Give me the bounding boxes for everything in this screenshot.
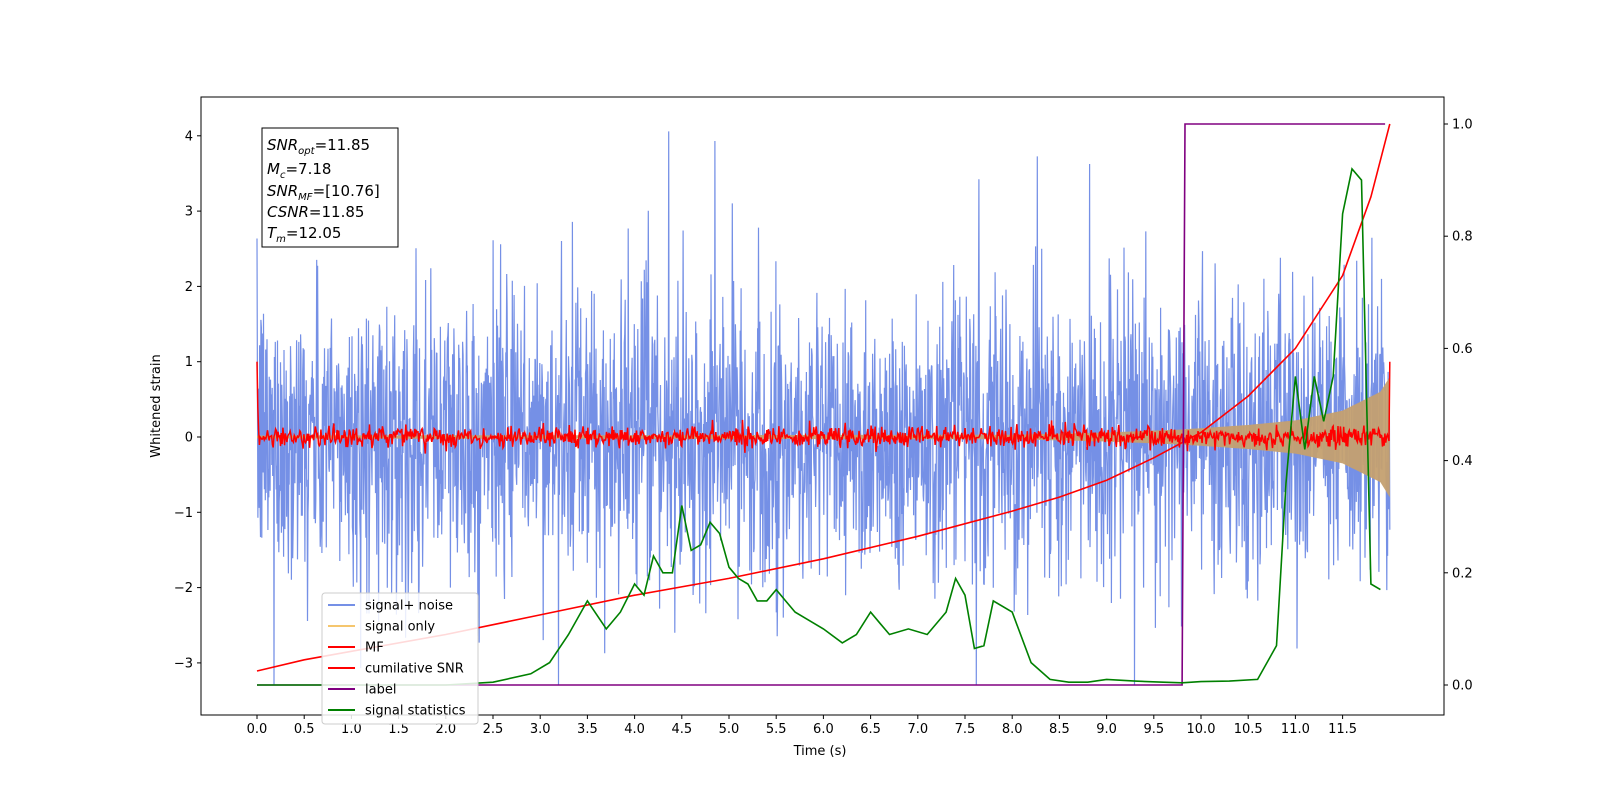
info-tm-sub: m <box>276 234 286 245</box>
info-snr-mf-sub: MF <box>298 192 313 203</box>
info-csnr: CSNR=11.85 <box>267 203 364 221</box>
x-tick-label: 10.0 <box>1187 722 1216 737</box>
info-snr-opt-base: SNR <box>267 136 298 154</box>
info-snr-mf: SNRMF=[10.76] <box>267 182 380 203</box>
legend-label: signal statistics <box>365 704 466 719</box>
x-tick-label: 7.0 <box>907 722 928 737</box>
x-tick-label: 6.0 <box>813 722 834 737</box>
info-snr-opt-value: =11.85 <box>315 136 371 154</box>
x-tick-label: 4.0 <box>624 722 645 737</box>
legend-label: MF <box>365 641 384 656</box>
y-axis-left: 4 3 2 1 0 −1 −2 −3 <box>174 129 201 671</box>
x-tick-label: 5.5 <box>766 722 787 737</box>
x-tick-label: 11.0 <box>1281 722 1310 737</box>
legend-label: label <box>365 683 396 698</box>
y2-tick-label: 0.2 <box>1452 566 1473 581</box>
x-tick-label: 5.0 <box>719 722 740 737</box>
x-tick-label: 8.5 <box>1049 722 1070 737</box>
legend-label: signal only <box>365 620 435 635</box>
x-tick-label: 10.5 <box>1234 722 1263 737</box>
x-tick-label: 11.5 <box>1328 722 1357 737</box>
x-tick-label: 7.5 <box>955 722 976 737</box>
y-tick-label: 1 <box>185 355 193 370</box>
info-tm-value: =12.05 <box>286 224 342 242</box>
x-tick-label: 1.0 <box>341 722 362 737</box>
axes-frame <box>200 96 1445 716</box>
info-mc-base: M <box>267 160 280 178</box>
y2-tick-label: 0.8 <box>1452 230 1473 245</box>
x-tick-label: 6.5 <box>860 722 881 737</box>
info-snr-mf-base: SNR <box>267 182 298 200</box>
x-tick-label: 2.5 <box>483 722 504 737</box>
y-tick-label: −2 <box>174 581 193 596</box>
x-tick-label: 3.5 <box>577 722 598 737</box>
x-tick-label: 2.0 <box>435 722 456 737</box>
info-mc-sub: c <box>280 170 286 181</box>
y2-tick-label: 1.0 <box>1452 118 1473 133</box>
info-box-frame <box>261 127 399 248</box>
info-snr-opt-sub: opt <box>298 146 315 157</box>
series-signal-statistics-line <box>257 167 1381 686</box>
info-tm: Tm=12.05 <box>267 224 341 245</box>
y2-tick-label: 0.6 <box>1452 342 1473 357</box>
legend-label: signal+ noise <box>365 599 453 614</box>
x-tick-label: 9.5 <box>1143 722 1164 737</box>
legend-frame <box>321 592 479 725</box>
y-tick-label: 0 <box>185 431 193 446</box>
y-tick-label: −3 <box>174 656 193 671</box>
legend-label: cumilative SNR <box>365 662 464 677</box>
info-snr-opt: SNRopt=11.85 <box>267 136 370 157</box>
info-csnr-value: =11.85 <box>309 203 365 221</box>
y-tick-label: 3 <box>185 205 193 220</box>
info-box: SNRopt=11.85 Mc=7.18 SNRMF=[10.76] CSNR=… <box>261 127 399 248</box>
x-tick-label: 0.5 <box>294 722 315 737</box>
y2-tick-label: 0.0 <box>1452 679 1473 694</box>
info-mc: Mc=7.18 <box>267 160 331 181</box>
x-tick-label: 9.0 <box>1096 722 1117 737</box>
series-label-line <box>257 123 1386 686</box>
info-tm-base: T <box>267 224 278 242</box>
x-tick-label: 1.5 <box>388 722 409 737</box>
y-tick-label: 4 <box>185 129 193 144</box>
y2-tick-label: 0.4 <box>1452 454 1473 469</box>
legend: signal+ noise signal only MF cumilative SNR… <box>321 592 479 725</box>
y-axis-right: 1.0 0.8 0.6 0.4 0.2 0.0 <box>1444 118 1473 694</box>
x-tick-label: 8.0 <box>1002 722 1023 737</box>
y-tick-label: −1 <box>174 506 193 521</box>
x-axis: 0.0 0.5 1.0 1.5 2.0 2.5 3.0 3.5 4.0 4.5 5.0 5.5 6.0 6… <box>247 715 1357 737</box>
info-mc-value: =7.18 <box>285 160 331 178</box>
y-axis-label: Whitened strain <box>149 354 164 457</box>
x-axis-label: Time (s) <box>793 744 847 759</box>
series-mf-line <box>256 361 1391 454</box>
info-csnr-base: CSNR <box>267 203 309 221</box>
x-tick-label: 3.0 <box>530 722 551 737</box>
x-tick-label: 0.0 <box>247 722 268 737</box>
x-tick-label: 4.5 <box>671 722 692 737</box>
y-tick-label: 2 <box>185 280 193 295</box>
info-snr-mf-value: =[10.76] <box>313 182 380 200</box>
